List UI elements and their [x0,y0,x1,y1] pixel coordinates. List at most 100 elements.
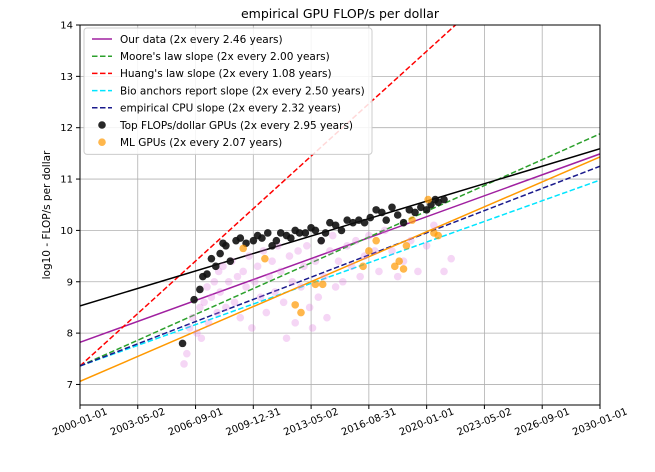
y-tick-label: 9 [67,277,73,288]
scatter-point-series-0 [301,229,310,237]
y-tick-label: 7 [67,380,73,391]
scatter-point-series-0 [287,234,295,242]
scatter-point-series-1 [399,265,408,273]
scatter-point-series-2 [305,303,314,312]
scatter-point-series-2 [288,277,297,286]
scatter-point-series-2 [285,252,294,260]
scatter-point-series-2 [213,308,221,317]
scatter-point-series-0 [196,285,204,294]
scatter-point-series-0 [203,270,211,278]
y-axis: 7 8 9 10 11 12 13 14 [60,21,80,391]
scatter-point-series-2 [219,262,227,271]
scatter-point-series-2 [414,267,422,276]
scatter-point-series-2 [262,308,271,317]
scatter-point-series-0 [343,216,351,224]
scatter-point-series-1 [408,216,416,224]
scatter-point-series-0 [382,216,391,224]
y-tick-label: 10 [60,226,73,237]
scatter-point-series-0 [211,262,220,271]
scatter-point-series-2 [440,267,448,276]
scatter-point-series-2 [365,231,373,240]
scatter-point-series-0 [258,234,266,242]
trend-line-6 [80,156,600,383]
y-tick-label: 14 [60,21,73,32]
scatter-point-series-2 [183,349,191,358]
scatter-point-series-2 [338,277,347,286]
scatter-point-series-0 [349,218,357,227]
scatter-point-series-2 [268,257,276,266]
scatter-point-series-0 [236,234,245,242]
y-axis-label: log10 - FLOP/s per dollar [41,150,53,279]
legend-label: Huang's law slope (2x every 1.08 years) [120,68,332,80]
scatter-point-series-2 [236,313,245,322]
scatter-point-series-0 [321,229,330,237]
scatter-point-series-0 [263,229,272,237]
scatter-point-series-0 [317,236,326,245]
scatter-point-series-2 [320,272,328,281]
scatter-point-series-2 [347,262,356,271]
scatter-point-series-2 [323,313,331,322]
scatter-point-series-2 [259,247,268,255]
chart-title: empirical GPU FLOP/s per dollar [241,6,440,21]
scatter-point-series-0 [249,236,258,245]
scatter-point-series-2 [352,236,360,245]
scatter-point-series-0 [411,208,419,217]
scatter-point-series-0 [326,218,334,227]
scatter-point-series-2 [224,277,233,286]
scatter-point-series-2 [242,283,250,291]
scatter-point-series-0 [434,198,443,206]
scatter-point-series-0 [190,295,198,304]
scatter-point-series-0 [311,226,320,235]
scatter-point-series-1 [424,195,432,204]
scatter-point-series-1 [261,254,269,263]
scatter-point-series-2 [222,303,230,312]
legend: Our data (2x every 2.46 years) Moore's la… [83,27,373,155]
y-tick-label: 12 [60,123,73,134]
y-tick-label: 8 [67,329,73,340]
legend-label: Our data (2x every 2.46 years) [120,34,283,46]
scatter-point-series-2 [203,283,211,291]
scatter-point-series-2 [193,329,201,337]
scatter-point-series-0 [295,229,304,237]
scatter-point-series-2 [282,334,291,343]
scatter-point-series-2 [239,267,247,276]
scatter-point-series-2 [388,247,396,255]
scatter-point-series-2 [375,267,383,276]
trend-line-4 [80,165,600,367]
scatter-point-series-0 [372,206,380,214]
scatter-point-series-0 [360,218,369,227]
scatter-point-series-2 [276,267,285,276]
scatter-point-series-1 [372,236,380,245]
scatter-point-series-1 [311,280,320,289]
scatter-point-series-0 [276,229,285,237]
scatter-point-series-2 [407,236,415,245]
legend-swatch [98,138,106,146]
scatter-point-series-2 [245,252,253,260]
scatter-point-series-0 [405,206,414,214]
scatter-point-series-2 [297,283,305,291]
scatter-point-series-2 [230,298,239,307]
scatter-point-series-2 [328,231,337,240]
scatter-point-series-2 [233,272,242,281]
legend-label: Top FLOPs/dollar GPUs (2x every 2.95 yea… [119,120,353,132]
scatter-point-series-0 [354,216,363,224]
scatter-point-series-0 [399,218,408,227]
trend-line-1 [80,133,600,367]
scatter-point-series-0 [178,339,187,348]
scatter-point-series-1 [391,262,399,271]
scatter-point-series-0 [393,211,402,219]
y-tick-label: 11 [60,175,73,186]
scatter-point-series-2 [185,324,194,332]
scatter-point-series-0 [378,208,386,217]
scatter-point-series-2 [271,288,279,296]
scatter-point-series-0 [226,257,235,266]
scatter-point-series-0 [422,206,431,214]
trend-line-0 [80,153,600,344]
scatter-point-series-1 [359,262,367,271]
legend-box [83,27,373,155]
scatter-point-series-2 [248,324,256,332]
scatter-point-series-2 [331,283,340,291]
trend-line-2 [80,25,457,367]
scatter-point-series-2 [216,288,224,296]
scatter-point-series-0 [417,203,425,212]
